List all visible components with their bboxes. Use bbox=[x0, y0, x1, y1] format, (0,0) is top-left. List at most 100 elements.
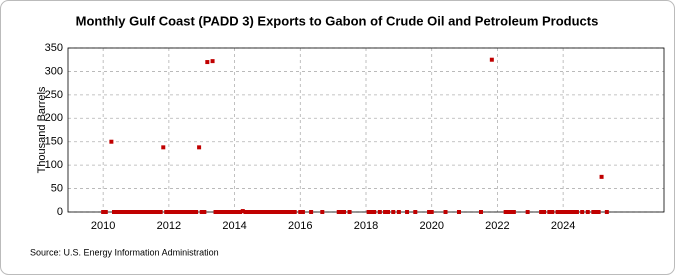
point bbox=[550, 210, 555, 214]
plot-area bbox=[67, 47, 665, 213]
point bbox=[443, 210, 448, 214]
point bbox=[191, 210, 196, 214]
point bbox=[123, 210, 128, 214]
point bbox=[117, 210, 122, 214]
point bbox=[202, 210, 207, 214]
point bbox=[172, 210, 177, 214]
point bbox=[555, 210, 560, 214]
point bbox=[120, 210, 125, 214]
x-tick-label: 2022 bbox=[485, 220, 509, 232]
point bbox=[128, 210, 133, 214]
x-tick-label: 2012 bbox=[157, 220, 181, 232]
point bbox=[109, 139, 114, 144]
point bbox=[593, 210, 598, 214]
point bbox=[216, 210, 221, 214]
point bbox=[580, 210, 585, 214]
point bbox=[377, 210, 382, 214]
point bbox=[221, 210, 226, 214]
point bbox=[478, 210, 483, 214]
point bbox=[134, 210, 139, 214]
point bbox=[153, 210, 158, 214]
point bbox=[243, 210, 248, 214]
point bbox=[257, 210, 262, 214]
point bbox=[309, 210, 314, 214]
point bbox=[320, 210, 325, 214]
point bbox=[177, 210, 182, 214]
point bbox=[164, 210, 169, 214]
point bbox=[262, 210, 267, 214]
point bbox=[279, 210, 284, 214]
point bbox=[429, 210, 434, 214]
point bbox=[506, 210, 511, 214]
point bbox=[183, 210, 188, 214]
point bbox=[386, 210, 391, 214]
point bbox=[251, 210, 256, 214]
point bbox=[427, 210, 432, 214]
point bbox=[114, 210, 119, 214]
point bbox=[511, 210, 516, 214]
point bbox=[558, 210, 563, 214]
point bbox=[197, 145, 202, 150]
y-tick-label: 100 bbox=[45, 159, 63, 171]
y-tick-label: 0 bbox=[57, 206, 63, 218]
point bbox=[166, 210, 171, 214]
point bbox=[413, 210, 418, 214]
point bbox=[290, 210, 295, 214]
point bbox=[169, 210, 174, 214]
point bbox=[300, 210, 305, 214]
point bbox=[604, 210, 609, 214]
point bbox=[585, 210, 590, 214]
point bbox=[229, 210, 234, 214]
point bbox=[372, 210, 377, 214]
y-tick-label: 250 bbox=[45, 89, 63, 101]
point bbox=[405, 210, 410, 214]
x-tick-label: 2018 bbox=[354, 220, 378, 232]
point bbox=[542, 210, 547, 214]
point bbox=[336, 210, 341, 214]
point bbox=[281, 210, 286, 214]
point bbox=[125, 210, 130, 214]
point bbox=[249, 210, 254, 214]
point bbox=[103, 210, 108, 214]
point bbox=[273, 210, 278, 214]
point bbox=[224, 210, 229, 214]
point bbox=[254, 210, 259, 214]
point bbox=[205, 60, 210, 65]
x-tick-label: 2010 bbox=[91, 220, 115, 232]
point bbox=[101, 210, 106, 214]
point bbox=[156, 210, 161, 214]
chart-title: Monthly Gulf Coast (PADD 3) Exports to G… bbox=[76, 13, 599, 28]
point bbox=[150, 210, 155, 214]
point bbox=[571, 210, 576, 214]
point bbox=[218, 210, 223, 214]
point bbox=[509, 210, 514, 214]
point bbox=[194, 210, 199, 214]
y-tick-label: 150 bbox=[45, 136, 63, 148]
point bbox=[596, 210, 601, 214]
point bbox=[144, 210, 149, 214]
point bbox=[298, 210, 303, 214]
point bbox=[503, 210, 508, 214]
point bbox=[185, 210, 190, 214]
point bbox=[265, 210, 270, 214]
point bbox=[199, 210, 204, 214]
point bbox=[369, 210, 374, 214]
point bbox=[271, 210, 276, 214]
y-tick-label: 200 bbox=[45, 112, 63, 124]
point bbox=[161, 145, 166, 150]
source: Source: U.S. Energy Information Administ… bbox=[30, 247, 219, 257]
point bbox=[287, 210, 292, 214]
point bbox=[131, 210, 136, 214]
point bbox=[366, 210, 371, 214]
point bbox=[232, 210, 237, 214]
point bbox=[276, 210, 281, 214]
point bbox=[539, 210, 544, 214]
point bbox=[599, 174, 604, 179]
point bbox=[456, 210, 461, 214]
point bbox=[238, 210, 243, 214]
y-tick-label: 50 bbox=[51, 182, 63, 194]
point bbox=[235, 210, 240, 214]
point bbox=[259, 210, 264, 214]
point bbox=[396, 210, 401, 214]
point bbox=[569, 210, 574, 214]
